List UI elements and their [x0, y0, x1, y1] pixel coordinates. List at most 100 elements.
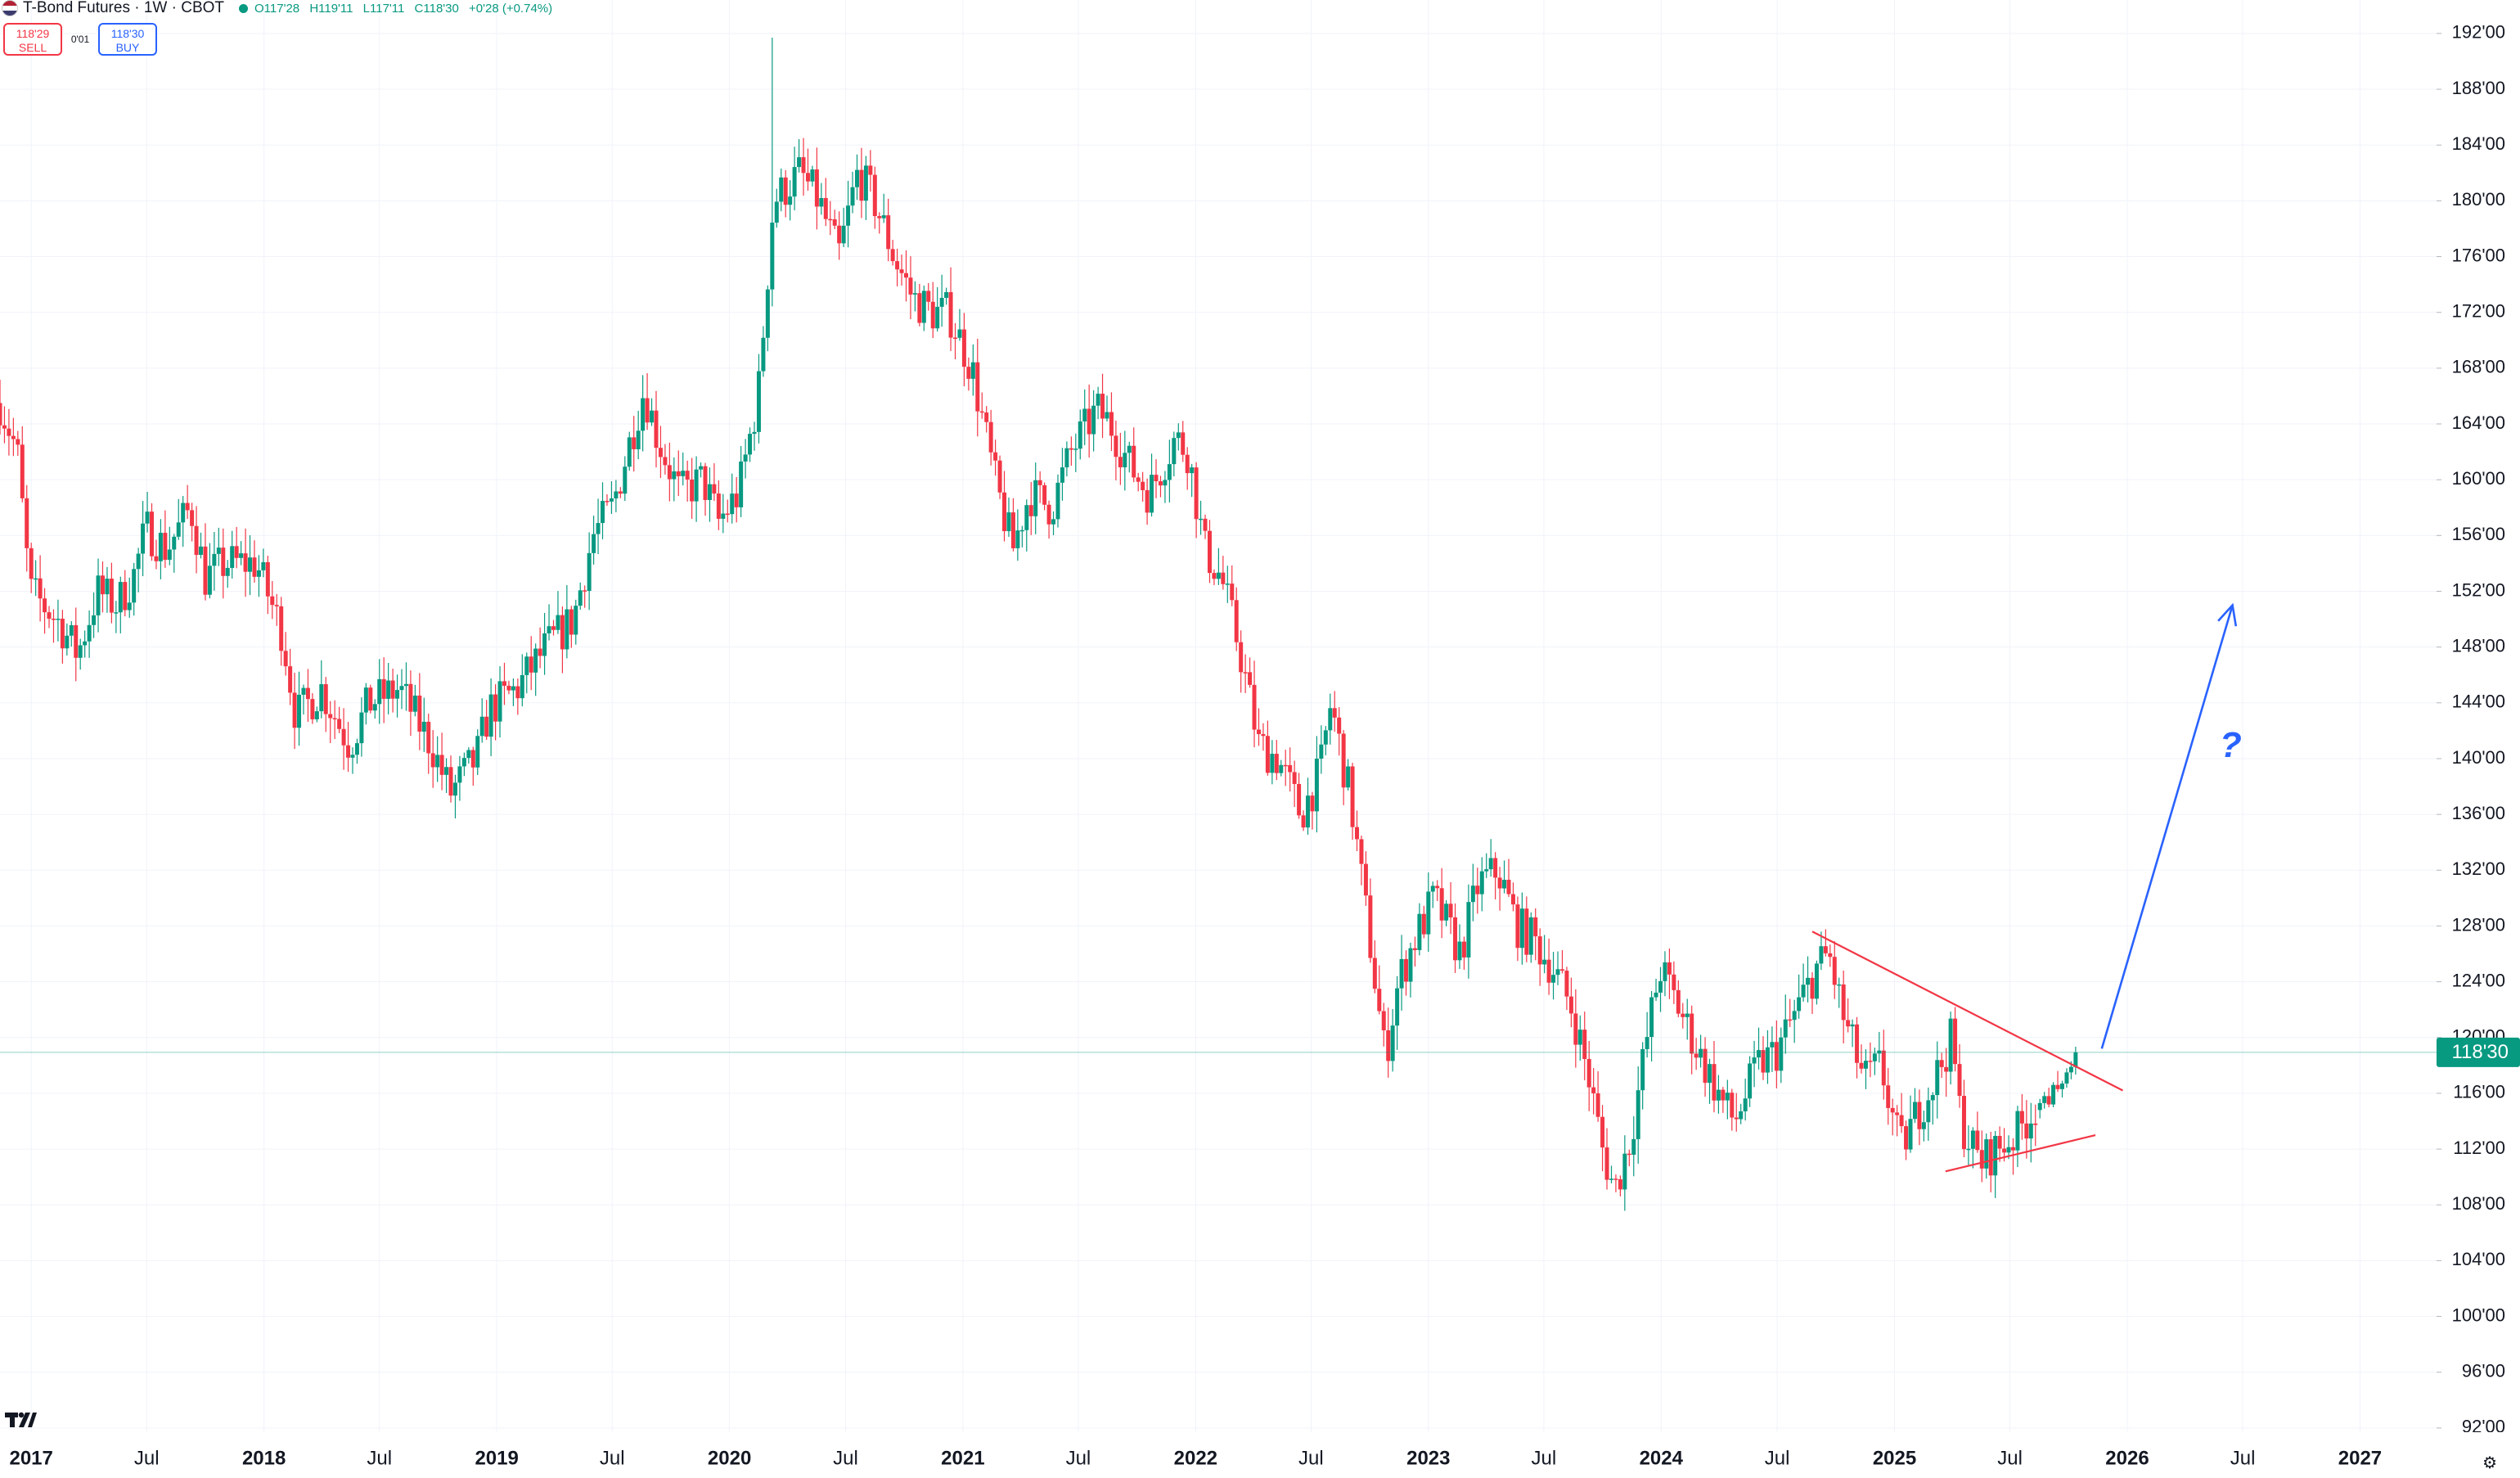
candle	[2051, 1084, 2056, 1105]
candle	[1006, 512, 1011, 532]
ohlc-close: C118'30	[414, 1, 459, 16]
candle	[403, 683, 408, 687]
candle	[297, 694, 302, 728]
tradingview-logo-icon[interactable]	[3, 1408, 38, 1431]
candle	[1917, 1102, 1922, 1129]
candle	[1301, 815, 1306, 828]
candle	[1734, 1117, 1739, 1120]
candle	[1819, 946, 1824, 964]
candle	[921, 291, 926, 323]
candle	[2073, 1052, 2078, 1067]
candle	[207, 566, 212, 595]
candle	[1154, 475, 1159, 482]
candle	[1757, 1050, 1762, 1058]
candle	[203, 546, 208, 595]
candle	[1797, 997, 1802, 1012]
candle	[1096, 394, 1100, 406]
candle	[939, 297, 944, 307]
candle	[1502, 880, 1507, 889]
candle	[199, 546, 204, 556]
candle	[863, 165, 868, 201]
candle	[1127, 445, 1132, 453]
candle	[1997, 1135, 2002, 1149]
candle	[1430, 885, 1435, 892]
candle	[1944, 1066, 1949, 1072]
candle	[252, 557, 257, 577]
candle	[1359, 839, 1364, 864]
candle	[1069, 448, 1073, 450]
candle	[574, 606, 578, 635]
candle	[1609, 1178, 1613, 1180]
candle	[346, 745, 351, 758]
candle	[1216, 572, 1221, 579]
candle	[970, 362, 975, 379]
candle	[2037, 1102, 2042, 1111]
candle	[1779, 1037, 1784, 1071]
candle	[29, 547, 34, 579]
candle	[2010, 1147, 2015, 1151]
candle	[430, 753, 435, 768]
candle	[1497, 877, 1502, 889]
candle	[2006, 1147, 2011, 1153]
candle	[1493, 858, 1498, 878]
candle	[1600, 1116, 1605, 1148]
candle	[497, 681, 502, 722]
candle	[1060, 467, 1064, 483]
candle	[1042, 484, 1047, 505]
ohlc-change: +0'28 (+0.74%)	[469, 1, 553, 16]
symbol-title[interactable]: T-Bond Futures · 1W · CBOT	[23, 0, 224, 16]
ohlc-values: O117'28 H119'11 L117'11 C118'30 +0'28 (+…	[254, 2, 559, 16]
candle	[592, 534, 596, 553]
trendline	[1811, 931, 2124, 1092]
candle	[60, 619, 65, 649]
candle	[305, 687, 310, 700]
price-tick-label: 104'00	[2452, 1249, 2505, 1269]
candle	[1100, 394, 1105, 419]
candle	[83, 641, 88, 646]
candle	[1672, 974, 1676, 990]
settings-gear-icon[interactable]: ⚙	[2482, 1454, 2497, 1472]
buy-button[interactable]: 118'30 BUY	[98, 23, 157, 56]
candle	[92, 615, 97, 625]
candle	[618, 491, 623, 494]
candle	[721, 513, 726, 519]
candle	[1855, 1024, 1860, 1063]
price-axis: 192'00 188'00 184'00 180'00 176'00 172'00 168'…	[2437, 0, 2520, 1478]
candle	[547, 626, 551, 633]
candle	[667, 465, 672, 480]
candle	[730, 493, 735, 515]
candle	[953, 337, 958, 340]
candle	[1417, 913, 1422, 950]
price-tick-label: 160'00	[2452, 468, 2505, 489]
candle	[1721, 1089, 1726, 1101]
candle	[1573, 1013, 1578, 1045]
candle	[1118, 457, 1123, 468]
candle	[1725, 1093, 1730, 1101]
candle	[511, 686, 515, 691]
candle	[739, 461, 744, 507]
candle	[1841, 984, 1846, 1021]
candle	[439, 755, 444, 775]
candle	[167, 549, 172, 561]
candle	[1167, 464, 1172, 480]
candle	[288, 666, 293, 693]
candle	[1640, 1048, 1645, 1091]
candle	[1604, 1147, 1609, 1180]
candle	[551, 626, 556, 630]
candle	[837, 225, 842, 244]
candle	[1506, 880, 1511, 894]
candle	[395, 690, 400, 699]
candle	[234, 546, 239, 558]
candle	[1890, 1107, 1895, 1113]
candle	[881, 215, 886, 219]
candle	[1163, 480, 1168, 486]
candle	[993, 452, 998, 461]
candle	[654, 410, 659, 448]
price-tick-label: 192'00	[2452, 22, 2505, 43]
candle	[1087, 408, 1091, 435]
candle	[854, 169, 859, 187]
candle	[1239, 642, 1244, 673]
candle	[1270, 754, 1275, 773]
sell-button[interactable]: 118'29 SELL	[3, 23, 62, 56]
